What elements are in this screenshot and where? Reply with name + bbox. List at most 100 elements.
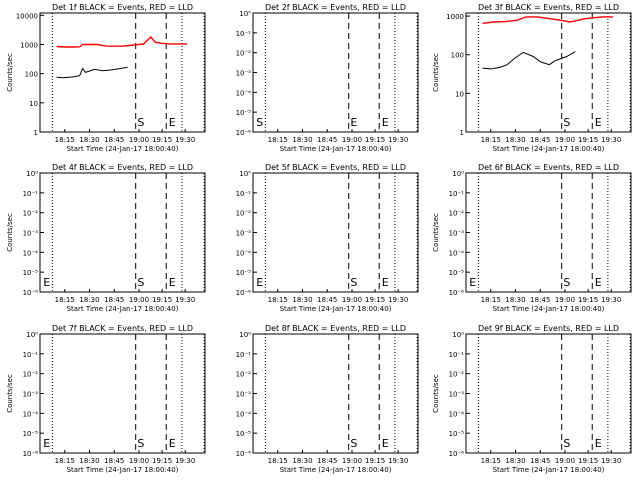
panel-title: Det 2f BLACK = Events, RED = LLD [265,3,406,12]
panel-title: Det 8f BLACK = Events, RED = LLD [265,324,406,333]
y-tick-label: 10⁻⁵ [23,430,39,438]
x-tick-label: 18:15 [481,296,501,304]
x-tick-label: 18:45 [530,296,550,304]
y-tick-label: 10⁻⁶ [236,450,252,458]
x-tick-label: 18:45 [104,136,124,144]
panel-3f: Det 3f BLACK = Events, RED = LLD 1 10 100 10… [432,3,632,153]
y-tick-label: 10⁻¹ [236,190,252,198]
x-tick-label: 19:30 [175,296,195,304]
y-axis-label: Counts/sec [6,374,14,413]
x-tick-label: 18:15 [55,457,75,465]
x-tick-label: 18:30 [505,457,525,465]
marker-label: S [563,276,570,289]
y-tick-label: 100 [451,52,464,60]
y-tick-label: 10000 [16,12,38,20]
x-tick-label: 19:15 [578,457,598,465]
y-tick-label: 10⁻⁴ [23,410,39,418]
x-tick-label: 19:30 [388,457,408,465]
panel-title: Det 3f BLACK = Events, RED = LLD [478,3,619,12]
panel-1f: Det 1f BLACK = Events, RED = LLD 1 10 100 10… [6,3,206,153]
panel-2f: Det 2f BLACK = Events, RED = LLD 10⁻⁶ 10⁻⁵… [236,3,419,153]
y-tick-label: 10⁻² [236,50,252,58]
marker-label: S [137,116,144,129]
x-axis-label: Start Time (24-Jan-17 18:00:40) [493,466,605,474]
y-tick-label: 10⁻³ [449,391,465,399]
y-tick-label: 10 [29,100,38,108]
y-tick-label: 10⁻⁵ [236,109,252,117]
marker-label: E [382,116,389,129]
x-tick-label: 19:15 [365,296,385,304]
x-axis-label: Start Time (24-Jan-17 18:00:40) [493,305,605,313]
panel-title: Det 5f BLACK = Events, RED = LLD [265,163,406,172]
marker-label: S [137,276,144,289]
x-tick-label: 19:15 [152,296,172,304]
y-axis-label: Counts/sec [432,53,440,92]
y-tick-label: 10⁻¹ [23,351,39,359]
y-tick-label: 10⁻⁶ [236,289,252,297]
y-tick-label: 10⁰ [26,331,38,339]
y-tick-label: 10⁻⁴ [23,249,39,257]
x-tick-label: 18:30 [79,296,99,304]
x-tick-label: 18:15 [481,457,501,465]
y-tick-label: 10⁻³ [236,391,252,399]
marker-label: E [256,276,263,289]
x-tick-label: 18:30 [292,136,312,144]
y-tick-label: 10⁻⁶ [236,129,252,137]
y-tick-label: 10⁻² [449,210,465,218]
y-tick-label: 10⁻⁴ [236,89,252,97]
y-tick-label: 10 [455,90,464,98]
x-tick-label: 19:30 [388,136,408,144]
y-tick-label: 10⁰ [452,331,464,339]
marker-label: E [595,276,602,289]
plot-frame [465,172,632,293]
x-axis-label: Start Time (24-Jan-17 18:00:40) [493,145,605,153]
y-tick-label: 1 [34,129,38,137]
y-tick-label: 10⁻⁵ [236,430,252,438]
x-tick-label: 18:30 [505,136,525,144]
x-axis-label: Start Time (24-Jan-17 18:00:40) [67,145,179,153]
y-tick-label: 10⁻³ [23,230,39,238]
y-tick-label: 10⁻⁶ [449,450,465,458]
x-tick-label: 19:30 [388,296,408,304]
y-tick-label: 10⁻² [236,371,252,379]
x-tick-label: 19:15 [365,457,385,465]
y-tick-label: 10⁻¹ [23,190,39,198]
y-tick-label: 10⁻² [449,371,465,379]
marker-label: S [563,437,570,450]
x-tick-label: 18:30 [79,457,99,465]
marker-label: E [169,437,176,450]
x-tick-label: 19:00 [555,296,575,304]
y-tick-label: 10⁻⁵ [449,430,465,438]
x-tick-label: 19:00 [129,296,149,304]
y-tick-label: 10⁻³ [236,230,252,238]
plot-frame [252,172,419,293]
panel-6f: Det 6f BLACK = Events, RED = LLD 10⁻⁶ 10⁻⁵… [432,163,632,313]
marker-label: S [256,116,263,129]
x-tick-label: 19:30 [601,296,621,304]
y-tick-label: 10⁻¹ [449,351,465,359]
y-tick-label: 10⁰ [26,170,38,178]
x-tick-label: 18:15 [268,457,288,465]
marker-label: S [137,437,144,450]
x-axis-label: Start Time (24-Jan-17 18:00:40) [280,466,392,474]
panel-7f: Det 7f BLACK = Events, RED = LLD 10⁻⁶ 10⁻⁵… [6,324,206,474]
marker-label: E [43,437,50,450]
y-tick-label: 10⁻³ [236,70,252,78]
x-tick-label: 18:30 [292,296,312,304]
panel-title: Det 7f BLACK = Events, RED = LLD [52,324,193,333]
marker-label: E [595,116,602,129]
x-tick-label: 19:15 [365,136,385,144]
y-tick-label: 10⁻² [23,210,39,218]
x-tick-label: 19:15 [578,296,598,304]
y-tick-label: 10⁻⁴ [236,410,252,418]
x-tick-label: 19:00 [342,136,362,144]
x-tick-label: 18:15 [268,136,288,144]
y-tick-label: 10⁻⁵ [23,269,39,277]
y-tick-label: 10⁻¹ [236,351,252,359]
x-axis-label: Start Time (24-Jan-17 18:00:40) [67,466,179,474]
x-tick-label: 18:30 [292,457,312,465]
x-tick-label: 19:30 [175,457,195,465]
y-tick-label: 10⁻⁵ [449,269,465,277]
marker-label: E [382,437,389,450]
